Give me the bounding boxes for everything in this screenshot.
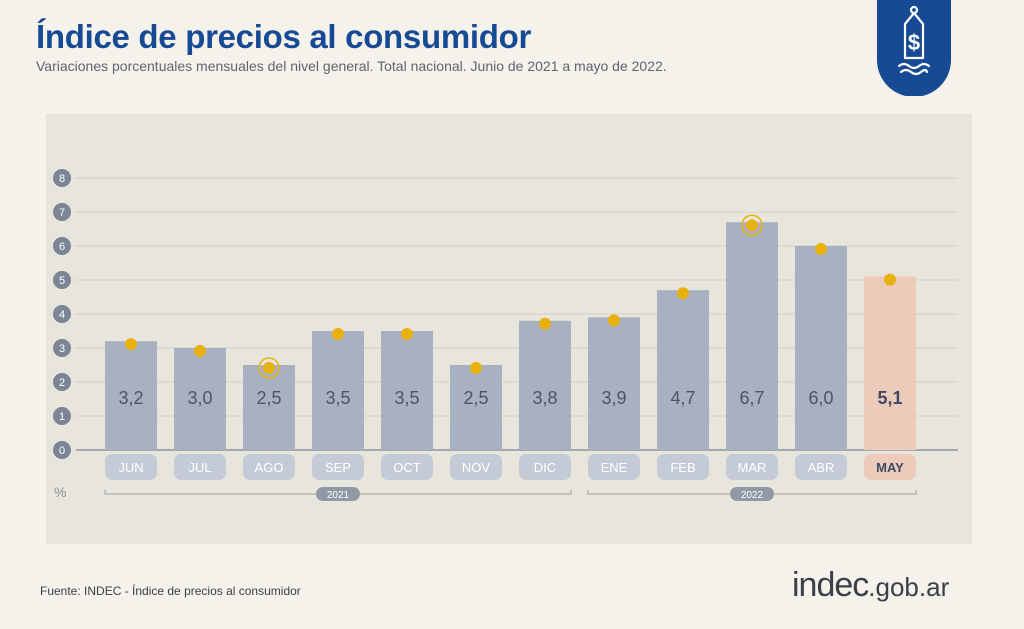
data-point: [470, 362, 482, 374]
y-tick-circle: [53, 339, 71, 357]
bar: [174, 348, 226, 450]
bar: [864, 276, 916, 450]
month-label: OCT: [393, 460, 421, 475]
y-tick-circle: [53, 203, 71, 221]
price-tag-dollar-icon: $: [877, 0, 951, 96]
data-point: [539, 317, 551, 330]
month-pill: [795, 454, 847, 480]
bar-value-label: 6,7: [739, 388, 764, 408]
svg-text:$: $: [908, 30, 920, 55]
logo-domain: .gob.ar: [868, 572, 950, 602]
bar-value-label: 2,5: [463, 388, 488, 408]
bar-value-label: 2,5: [256, 388, 281, 408]
bar: [519, 320, 571, 450]
month-pill: [864, 454, 916, 480]
page-subtitle: Variaciones porcentuales mensuales del n…: [36, 58, 667, 74]
logo-main: indec: [792, 566, 869, 604]
y-tick-circle: [53, 441, 71, 459]
y-tick-circle: [53, 305, 71, 323]
bar: [726, 222, 778, 450]
bar-value-label: 3,0: [187, 388, 212, 408]
chart-panel: 0 1 2 3 4 5 6 7 8 3,2 JUN 3,0 JUL 2,5 AGO 3,5 SEP 3,5 OCT 2…: [46, 114, 972, 544]
bar: [381, 331, 433, 450]
month-label: DIC: [534, 460, 556, 475]
bar-value-label: 5,1: [877, 388, 902, 408]
y-tick-circle: [53, 271, 71, 289]
source-note: Fuente: INDEC - Índice de precios al con…: [40, 584, 301, 598]
bar-value-label: 6,0: [808, 388, 833, 408]
y-tick-label: 6: [59, 241, 65, 253]
y-tick-circle: [53, 373, 71, 391]
data-point: [125, 338, 137, 351]
bar-chart: 0 1 2 3 4 5 6 7 8 3,2 JUN 3,0 JUL 2,5 AGO 3,5 SEP 3,5 OCT 2…: [53, 169, 958, 501]
month-pill: [312, 454, 364, 480]
point-ring: [258, 357, 280, 379]
month-pill: [588, 454, 640, 480]
bar-value-label: 3,9: [601, 388, 626, 408]
y-tick-label: 1: [59, 411, 65, 423]
month-label: JUL: [188, 460, 211, 475]
y-tick-label: 2: [59, 377, 65, 389]
bar: [312, 331, 364, 450]
month-label: FEB: [670, 460, 695, 475]
bar-value-label: 3,5: [394, 388, 419, 408]
data-point: [677, 287, 689, 300]
bar-value-label: 3,2: [118, 388, 143, 408]
year-label: 2022: [741, 490, 764, 501]
month-pill: [243, 454, 295, 480]
y-tick-label: 7: [59, 207, 65, 219]
month-pill: [381, 454, 433, 480]
data-point: [884, 273, 896, 286]
data-point: [746, 219, 758, 232]
indec-logo: indec.gob.ar: [792, 566, 949, 605]
month-pill: [105, 454, 157, 480]
month-label: ABR: [808, 460, 835, 475]
y-tick-label: 0: [59, 445, 65, 457]
month-label: NOV: [462, 460, 491, 475]
point-ring: [741, 214, 763, 236]
month-pill: [450, 454, 502, 480]
data-point: [401, 328, 413, 340]
month-pill: [657, 454, 709, 480]
month-pill: [519, 454, 571, 480]
y-tick-circle: [53, 237, 71, 255]
data-point: [263, 362, 275, 374]
y-tick-circle: [53, 407, 71, 425]
month-pill: [726, 454, 778, 480]
month-label: AGO: [255, 460, 284, 475]
data-point: [608, 314, 620, 327]
bar: [105, 341, 157, 450]
bar: [588, 317, 640, 450]
month-label: ENE: [601, 460, 628, 475]
bar: [657, 290, 709, 450]
month-label: MAY: [876, 460, 904, 475]
bar: [243, 365, 295, 450]
bar: [795, 246, 847, 450]
bar: [450, 365, 502, 450]
month-pill: [174, 454, 226, 480]
data-point: [815, 243, 827, 255]
data-point: [194, 345, 206, 357]
bar-value-label: 4,7: [670, 388, 695, 408]
y-tick-label: 4: [59, 309, 65, 321]
data-point: [332, 328, 344, 340]
month-label: MAR: [738, 460, 767, 475]
y-tick-label: 3: [59, 343, 65, 355]
y-tick-label: 8: [59, 173, 65, 185]
bar-value-label: 3,8: [532, 388, 557, 408]
year-pill: [730, 487, 774, 501]
month-label: SEP: [325, 460, 351, 475]
y-tick-circle: [53, 169, 71, 187]
month-label: JUN: [118, 460, 143, 475]
year-label: 2021: [327, 490, 350, 501]
y-axis-unit: %: [54, 484, 66, 500]
y-tick-label: 5: [59, 275, 65, 287]
year-pill: [316, 487, 360, 501]
page-title: Índice de precios al consumidor: [36, 18, 531, 55]
bar-value-label: 3,5: [325, 388, 350, 408]
